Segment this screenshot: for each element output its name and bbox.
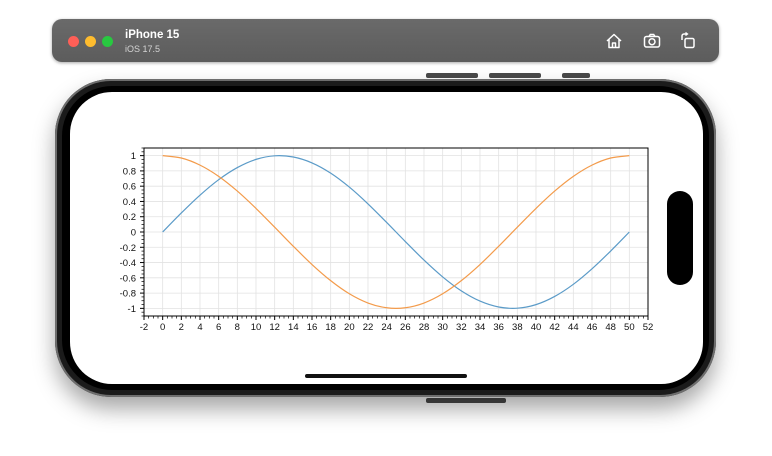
y-tick-label: 0.2 [123, 212, 136, 223]
y-tick-label: -0.4 [120, 258, 136, 269]
x-tick-label: 28 [419, 322, 430, 333]
rotate-icon[interactable] [678, 31, 698, 51]
x-tick-label: 26 [400, 322, 411, 333]
device-name: iPhone 15 [125, 29, 180, 41]
x-tick-label: 44 [568, 322, 579, 333]
x-tick-label: 16 [307, 322, 318, 333]
os-version: iOS 17.5 [125, 44, 161, 54]
volume-down-button [562, 73, 590, 78]
x-tick-label: 0 [160, 322, 165, 333]
x-tick-label: 32 [456, 322, 467, 333]
x-tick-label: 10 [251, 322, 262, 333]
x-tick-label: 12 [269, 322, 280, 333]
y-tick-label: 0.4 [123, 197, 136, 208]
x-tick-label: 8 [235, 322, 240, 333]
x-tick-label: 18 [325, 322, 336, 333]
zoom-window-button[interactable] [102, 36, 113, 47]
home-icon[interactable] [604, 31, 624, 51]
y-tick-label: 0.8 [123, 166, 136, 177]
x-tick-label: 30 [437, 322, 448, 333]
volume-up-button [489, 73, 541, 78]
action-button [426, 73, 478, 78]
simulator-toolbar: iPhone 15 iOS 17.5 [52, 19, 719, 62]
x-tick-label: 4 [197, 322, 202, 333]
x-tick-label: 42 [549, 322, 560, 333]
x-tick-label: 34 [475, 322, 486, 333]
series-line-1 [162, 155, 630, 309]
chart-axes: -2 0 2 4 6 8 10 12 14 16 18 20 22 24 26 28 30 32 34 36 38 40 4… [120, 147, 654, 333]
x-tick-label: 50 [624, 322, 635, 333]
screenshot-icon[interactable] [642, 31, 662, 51]
x-tick-label: 52 [643, 322, 654, 333]
y-tick-label: -0.8 [120, 289, 136, 300]
home-indicator[interactable] [305, 374, 467, 378]
x-tick-label: 36 [493, 322, 504, 333]
chart-series [162, 155, 630, 309]
x-tick-label: 20 [344, 322, 355, 333]
x-tick-label: 24 [381, 322, 392, 333]
y-tick-label: -1 [128, 304, 136, 315]
dynamic-island [667, 191, 693, 285]
y-tick-label: 0 [131, 228, 136, 239]
x-tick-label: 38 [512, 322, 523, 333]
x-tick-label: -2 [140, 322, 148, 333]
minimize-window-button[interactable] [85, 36, 96, 47]
close-window-button[interactable] [68, 36, 79, 47]
x-tick-label: 48 [605, 322, 616, 333]
side-button [426, 398, 506, 403]
y-tick-label: -0.2 [120, 243, 136, 254]
y-tick-label: -0.6 [120, 273, 136, 284]
x-tick-label: 40 [531, 322, 542, 333]
chart-grid [143, 148, 649, 316]
x-tick-label: 14 [288, 322, 299, 333]
x-tick-label: 6 [216, 322, 221, 333]
y-tick-label: 1 [131, 151, 136, 162]
x-tick-label: 2 [179, 322, 184, 333]
x-tick-label: 46 [587, 322, 598, 333]
series-line-2 [162, 155, 630, 309]
y-tick-label: 0.6 [123, 182, 136, 193]
x-tick-label: 22 [363, 322, 374, 333]
